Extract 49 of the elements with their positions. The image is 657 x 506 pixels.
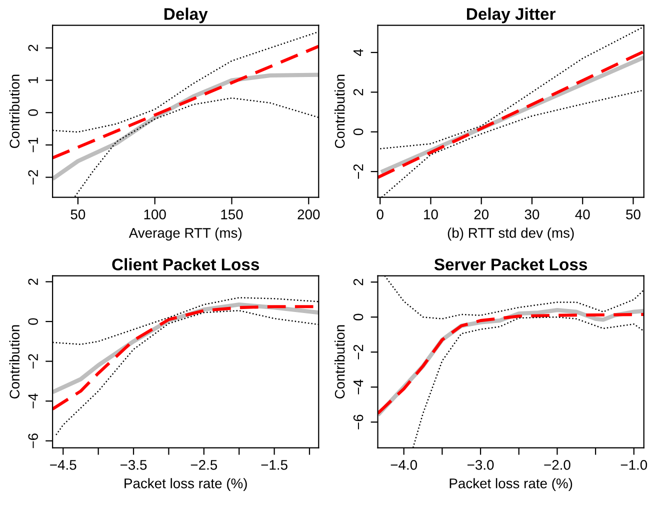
x-tick-label: −2.5 bbox=[190, 460, 218, 470]
chart-title: Server Packet Loss bbox=[434, 258, 588, 270]
x-tick-label: 200 bbox=[298, 210, 320, 220]
y-tick-label: −4 bbox=[354, 380, 364, 394]
y-tick-label: 2 bbox=[28, 44, 38, 52]
y-tick-label: 0 bbox=[353, 314, 364, 320]
x-tick-label: 150 bbox=[221, 210, 243, 220]
x-tick-label: 40 bbox=[575, 210, 590, 220]
x-tick-label: 30 bbox=[524, 210, 540, 220]
x-tick-label: −1.5 bbox=[261, 460, 288, 470]
chart-title: Client Packet Loss bbox=[112, 258, 260, 270]
x-tick-label: 10 bbox=[424, 210, 438, 220]
x-tick-label: 0 bbox=[376, 210, 384, 220]
x-tick-label: 100 bbox=[144, 210, 166, 220]
y-tick-label: 4 bbox=[354, 49, 364, 56]
chart-title: Delay Jitter bbox=[467, 8, 556, 24]
y-tick-label: −2 bbox=[353, 344, 364, 360]
chart-title: Delay bbox=[164, 8, 208, 24]
y-tick-label: −6 bbox=[28, 434, 38, 448]
y-tick-label: 0 bbox=[28, 109, 38, 116]
y-tick-label: −6 bbox=[353, 414, 364, 430]
x-tick-label: −3.0 bbox=[468, 460, 494, 470]
y-tick-label: −4 bbox=[28, 394, 38, 408]
y-tick-label: −2 bbox=[353, 164, 364, 179]
y-tick-label: −2 bbox=[28, 354, 38, 369]
y-tick-label: 2 bbox=[353, 89, 364, 96]
x-tick-label: −4.0 bbox=[390, 460, 418, 470]
y-tick-label: −1 bbox=[28, 138, 38, 152]
x-tick-label: 50 bbox=[70, 210, 86, 220]
x-tick-label: −3.5 bbox=[120, 460, 147, 470]
y-tick-label: 0 bbox=[28, 318, 38, 325]
y-tick-label: 2 bbox=[353, 278, 364, 286]
y-axis-title: Contribution bbox=[9, 74, 20, 148]
x-tick-label: 20 bbox=[474, 210, 489, 220]
x-axis-title: (b) RTT std dev (ms) bbox=[448, 228, 574, 241]
y-axis-title: Contribution bbox=[334, 74, 345, 148]
x-tick-label: −4.5 bbox=[50, 460, 76, 470]
x-axis-title: Average RTT (ms) bbox=[128, 228, 242, 241]
x-tick-label: −2.0 bbox=[544, 460, 570, 470]
x-tick-label: 50 bbox=[626, 210, 640, 220]
x-tick-label: −1.0 bbox=[620, 460, 648, 470]
y-axis-title: Contribution bbox=[9, 325, 20, 399]
y-tick-label: 0 bbox=[353, 128, 364, 136]
y-tick-label: 2 bbox=[28, 278, 38, 285]
y-tick-label: 1 bbox=[28, 77, 38, 84]
x-axis-title: Packet loss rate (%) bbox=[450, 478, 572, 492]
y-axis-title: Contribution bbox=[334, 325, 345, 399]
y-tick-label: −2 bbox=[28, 170, 38, 185]
x-axis-title: Packet loss rate (%) bbox=[124, 478, 247, 492]
